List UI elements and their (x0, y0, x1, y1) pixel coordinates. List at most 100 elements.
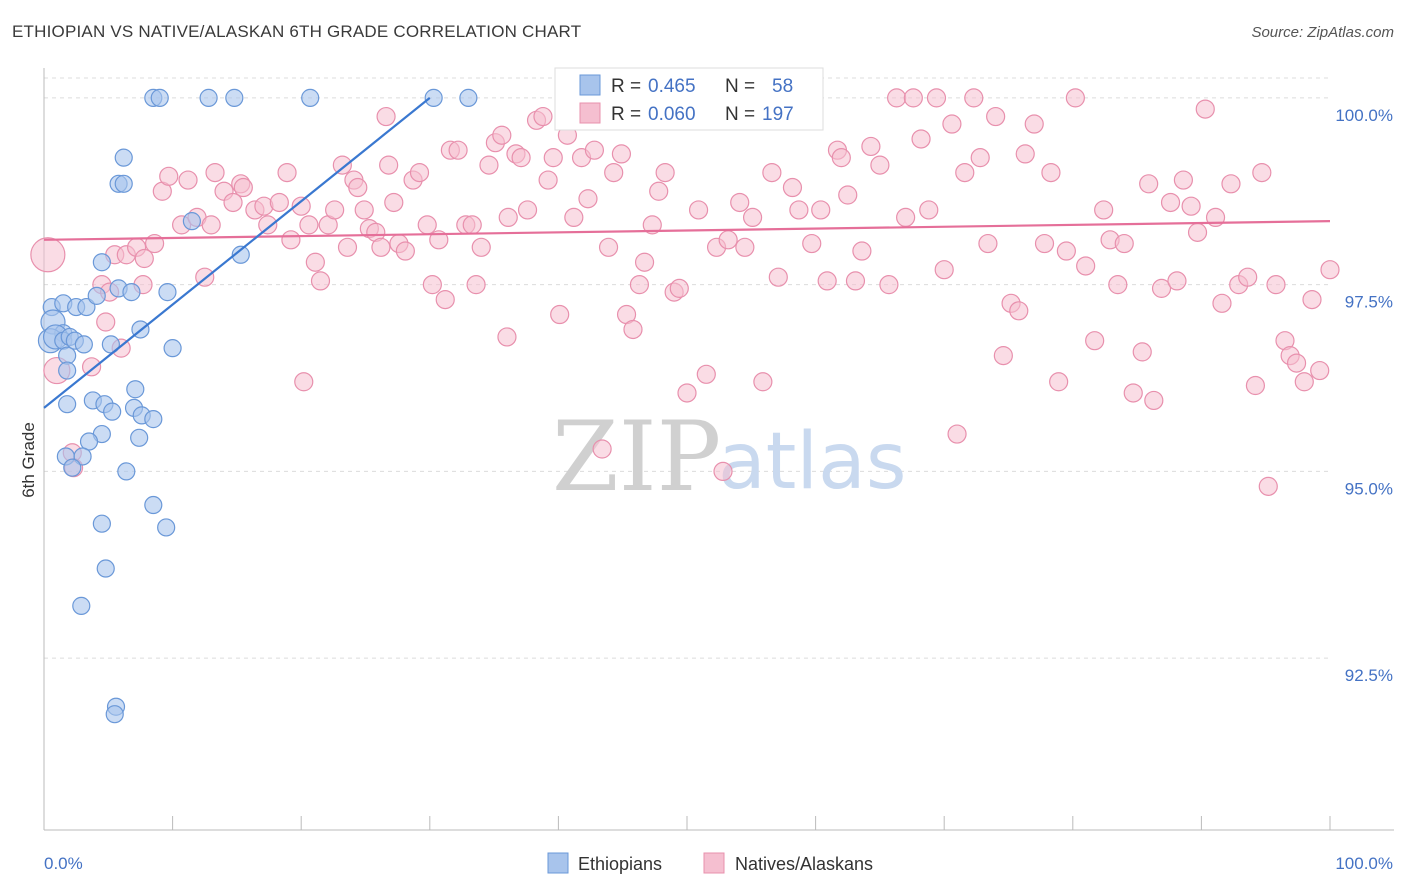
natives-point (281, 230, 301, 250)
natives-point (789, 200, 809, 220)
watermark-zip: ZIP (552, 401, 721, 513)
natives-point (205, 162, 225, 183)
natives-point (134, 248, 154, 269)
natives-point (584, 140, 605, 160)
natives-point (811, 200, 831, 220)
x-tick-label: 0.0% (44, 854, 83, 873)
ethiopians-point (114, 174, 133, 193)
natives-point (429, 230, 449, 250)
natives-point (466, 275, 486, 295)
ethiopians-point (114, 148, 133, 167)
ethiopians-point (92, 514, 111, 533)
natives-point (1094, 200, 1114, 220)
natives-point (1160, 192, 1181, 213)
natives-point (497, 327, 517, 347)
ethiopians-point (58, 395, 77, 414)
ethiopians-point (73, 447, 92, 466)
natives-point (649, 181, 669, 201)
natives-point (223, 192, 243, 213)
natives-point (955, 162, 975, 183)
natives-point (978, 233, 998, 254)
natives-point (538, 170, 558, 190)
natives-point (870, 155, 890, 175)
legend-r-value-1: 0.465 (648, 76, 696, 97)
ethiopians-point (163, 339, 182, 358)
natives-point (550, 304, 570, 325)
source-label: Source: ZipAtlas.com (1251, 24, 1394, 41)
natives-point (598, 237, 619, 257)
natives-trend-line (43, 220, 1331, 241)
ethiopians-point (103, 402, 122, 421)
natives-point (942, 114, 962, 134)
natives-point (1195, 99, 1215, 119)
natives-point (299, 215, 319, 235)
natives-point (1015, 144, 1035, 164)
natives-point (669, 278, 689, 298)
ethiopians-point (96, 559, 115, 578)
natives-point (325, 200, 345, 220)
x-tick-label: 100.0% (1335, 854, 1393, 873)
natives-point (379, 155, 399, 175)
natives-point (1049, 372, 1069, 392)
ethiopians-trend-line (43, 97, 431, 409)
natives-point (903, 88, 923, 108)
gridlines (44, 77, 1330, 659)
ethiopians-point (225, 88, 244, 107)
natives-point (831, 148, 851, 168)
natives-point (947, 424, 967, 444)
natives-point (838, 185, 858, 205)
natives-point (533, 106, 553, 127)
natives-point (993, 346, 1013, 366)
ethiopians-point (117, 462, 136, 481)
natives-point (696, 364, 716, 384)
natives-point (782, 177, 803, 198)
natives-point (498, 207, 518, 228)
natives-point (258, 215, 278, 235)
natives-point (768, 267, 788, 287)
natives-point (611, 144, 632, 164)
natives-point (1320, 260, 1340, 280)
natives-points (30, 88, 1340, 496)
natives-point (448, 140, 468, 160)
y-tick-label: 95.0% (1345, 479, 1393, 498)
legend-n-label-2: N = (725, 104, 755, 125)
legend-swatch-natives (579, 102, 601, 124)
natives-point (753, 372, 773, 392)
natives-point (1056, 241, 1076, 261)
legend-n-value-2: 197 (762, 104, 794, 125)
natives-point (655, 162, 675, 183)
legend-n-label-1: N = (725, 76, 755, 97)
x-tick-labels: 0.0% 100.0% (44, 854, 1393, 873)
natives-point (986, 106, 1006, 127)
natives-point (543, 148, 563, 168)
ethiopians-point (144, 410, 163, 429)
natives-point (294, 372, 314, 392)
natives-point (1108, 275, 1128, 295)
natives-point (911, 129, 931, 149)
natives-point (1139, 174, 1159, 194)
natives-point (291, 196, 311, 216)
natives-point (879, 275, 899, 295)
natives-point (1294, 372, 1314, 392)
natives-point (1245, 375, 1266, 396)
ethiopians-point (72, 596, 91, 615)
ethiopians-point (158, 283, 177, 302)
ethiopians-point (424, 88, 443, 107)
natives-point (511, 148, 531, 168)
natives-point (1181, 196, 1201, 216)
ethiopians-point (459, 88, 478, 107)
natives-point (479, 155, 499, 175)
natives-point (1065, 88, 1085, 108)
natives-point (376, 106, 396, 127)
natives-point (735, 237, 755, 257)
natives-point (492, 125, 512, 145)
natives-point (1310, 360, 1330, 381)
bottom-legend: Ethiopians Natives/Alaskans (547, 852, 873, 874)
natives-point (354, 200, 374, 220)
natives-point (1212, 293, 1232, 313)
natives-point (1302, 289, 1322, 310)
natives-point (1123, 383, 1143, 403)
ethiopians-point (199, 88, 218, 107)
natives-point (384, 192, 404, 213)
